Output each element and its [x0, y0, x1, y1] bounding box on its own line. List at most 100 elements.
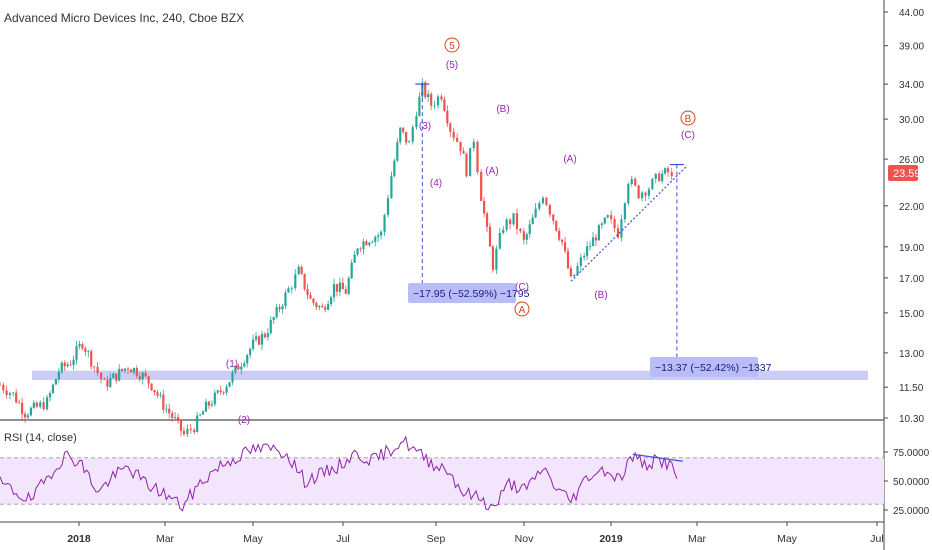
candle-body [411, 127, 414, 142]
candle-body [576, 266, 579, 275]
candle-body [63, 362, 66, 367]
candle-body [96, 366, 99, 373]
wave-label-A-mid: (A) [563, 154, 576, 165]
wave-label-B-mid: (B) [594, 290, 607, 301]
candle-body [332, 284, 336, 298]
candle-body [525, 234, 528, 240]
candle-body [327, 304, 330, 310]
candle-body [45, 397, 49, 410]
candle-body [138, 376, 141, 380]
candle-body [257, 336, 261, 345]
price-tick-label: 30.00 [899, 115, 924, 126]
candle-body [344, 289, 347, 294]
candle-body [449, 123, 452, 132]
candle-body [294, 274, 297, 289]
candle-body [380, 231, 383, 236]
candle-body [569, 268, 573, 277]
candle-body [278, 307, 281, 310]
candle-body [42, 402, 45, 410]
candle-body [81, 344, 84, 349]
candle-body [405, 131, 408, 143]
candle-body [8, 393, 12, 396]
candle-body [12, 392, 15, 394]
candle-body [555, 220, 558, 231]
candle-body [109, 378, 112, 387]
candle-body [634, 178, 637, 186]
candle-body [115, 373, 118, 381]
candle-body [610, 215, 613, 220]
candle-body [436, 96, 440, 106]
candle-body [162, 394, 165, 410]
candle-body [335, 284, 339, 292]
wave-label-4: (4) [430, 178, 442, 189]
candle-body [156, 392, 159, 396]
candle-body [491, 246, 495, 270]
candle-body [383, 214, 386, 232]
candle-body [566, 251, 570, 269]
candle-body [87, 351, 90, 353]
candle-body [522, 231, 525, 240]
last-price-badge [888, 165, 918, 181]
candle-body [281, 306, 284, 310]
rsi-tick-label: 50.0000 [893, 477, 930, 488]
candle-body [359, 248, 362, 250]
candle-body [558, 230, 561, 240]
candle-body [186, 428, 189, 435]
trend-line [570, 165, 688, 282]
candle-body [231, 372, 234, 383]
candle-body [512, 213, 515, 225]
time-tick-label: 2019 [599, 533, 623, 545]
candle-body [390, 176, 393, 199]
candle-body [531, 217, 534, 225]
candle-body [430, 94, 433, 106]
candle-body [377, 235, 380, 238]
candle-body [427, 94, 430, 98]
price-axis[interactable]: 44.00 39.00 34.00 30.00 26.00 22.00 19.00 17.00… [884, 8, 924, 425]
measure-box-1 [408, 283, 516, 303]
candle-body [179, 419, 183, 431]
candle-body [318, 306, 321, 308]
candle-body [287, 288, 290, 293]
candle-body [552, 214, 555, 221]
candle-body [563, 242, 567, 252]
candle-body [300, 266, 303, 274]
candle-body [219, 390, 222, 392]
candle-body [254, 336, 258, 340]
candle-body [249, 348, 252, 355]
wave-label-B-top: (B) [496, 104, 509, 115]
time-axis[interactable]: 2018 Mar May Jul Sep Nov 2019 Mar May Jul [67, 522, 884, 545]
candle-body [275, 307, 278, 318]
time-tick-label: May [777, 533, 798, 545]
candle-body [48, 393, 52, 398]
price-tick-label: 13.00 [899, 349, 924, 360]
candle-body [616, 228, 620, 238]
candle-body [534, 208, 537, 218]
price-tick-label: 39.00 [899, 42, 924, 53]
wave-circle-B [680, 110, 696, 126]
rsi-series [0, 435, 683, 512]
candle-body [2, 384, 5, 391]
candle-body [356, 248, 359, 255]
candle-body [141, 372, 144, 380]
candle-body [99, 372, 103, 379]
candle-body [84, 348, 87, 352]
candle-body [386, 198, 390, 215]
candle-body [509, 219, 512, 225]
candle-body [201, 411, 205, 415]
wave-label-circled-B: B [685, 114, 692, 125]
rsi-legend-label: RSI (14, close) [4, 432, 77, 444]
price-tick-label: 15.00 [899, 309, 924, 320]
candle-body [193, 429, 196, 432]
candle-body [505, 219, 508, 230]
candle-body [75, 346, 78, 360]
rsi-divergence-line [632, 453, 683, 462]
candle-body [69, 364, 72, 366]
candle-body [640, 192, 644, 199]
candle-body [623, 203, 626, 220]
candle-body [222, 391, 225, 393]
time-tick-label: Jul [336, 533, 349, 545]
time-tick-label: Sep [427, 533, 446, 545]
candle-body [658, 173, 661, 182]
candle-body [456, 137, 459, 142]
